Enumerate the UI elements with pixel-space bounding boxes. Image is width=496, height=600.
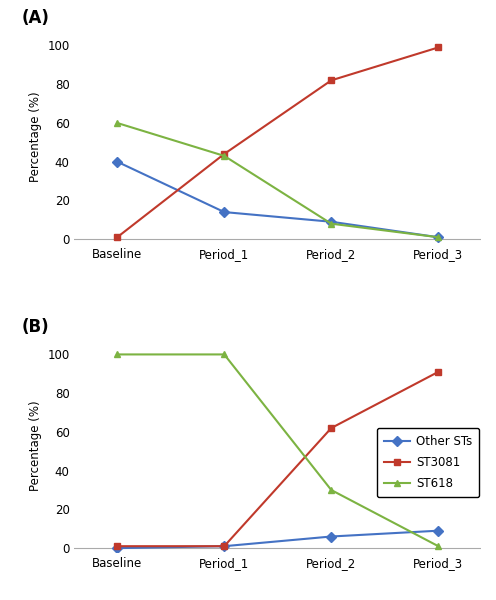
Line: ST618: ST618	[114, 119, 442, 241]
Text: (A): (A)	[21, 8, 50, 26]
Other STs	[221, 208, 227, 215]
Text: (B): (B)	[21, 317, 49, 335]
Other STs	[114, 545, 120, 552]
ST618	[221, 351, 227, 358]
ST3081	[435, 44, 441, 51]
ST3081	[114, 542, 120, 550]
Other STs	[328, 533, 334, 540]
Legend: Other STs, ST3081, ST618: Other STs, ST3081, ST618	[377, 428, 479, 497]
ST3081	[221, 542, 227, 550]
Line: ST3081: ST3081	[114, 44, 442, 241]
ST618	[328, 487, 334, 494]
Other STs	[114, 158, 120, 166]
Line: ST618: ST618	[114, 351, 442, 550]
Other STs	[435, 527, 441, 534]
ST3081	[328, 424, 334, 431]
Line: ST3081: ST3081	[114, 368, 442, 550]
Other STs	[435, 233, 441, 241]
ST3081	[328, 77, 334, 84]
ST3081	[221, 151, 227, 158]
Y-axis label: Percentage (%): Percentage (%)	[29, 400, 42, 491]
ST3081	[114, 233, 120, 241]
Line: Other STs: Other STs	[114, 527, 442, 551]
ST618	[435, 542, 441, 550]
ST618	[328, 220, 334, 227]
ST618	[221, 152, 227, 160]
Other STs	[328, 218, 334, 226]
Other STs	[221, 542, 227, 550]
ST3081	[435, 368, 441, 376]
ST618	[114, 119, 120, 127]
Y-axis label: Percentage (%): Percentage (%)	[29, 91, 42, 182]
Line: Other STs: Other STs	[114, 158, 442, 241]
ST618	[435, 233, 441, 241]
ST618	[114, 351, 120, 358]
